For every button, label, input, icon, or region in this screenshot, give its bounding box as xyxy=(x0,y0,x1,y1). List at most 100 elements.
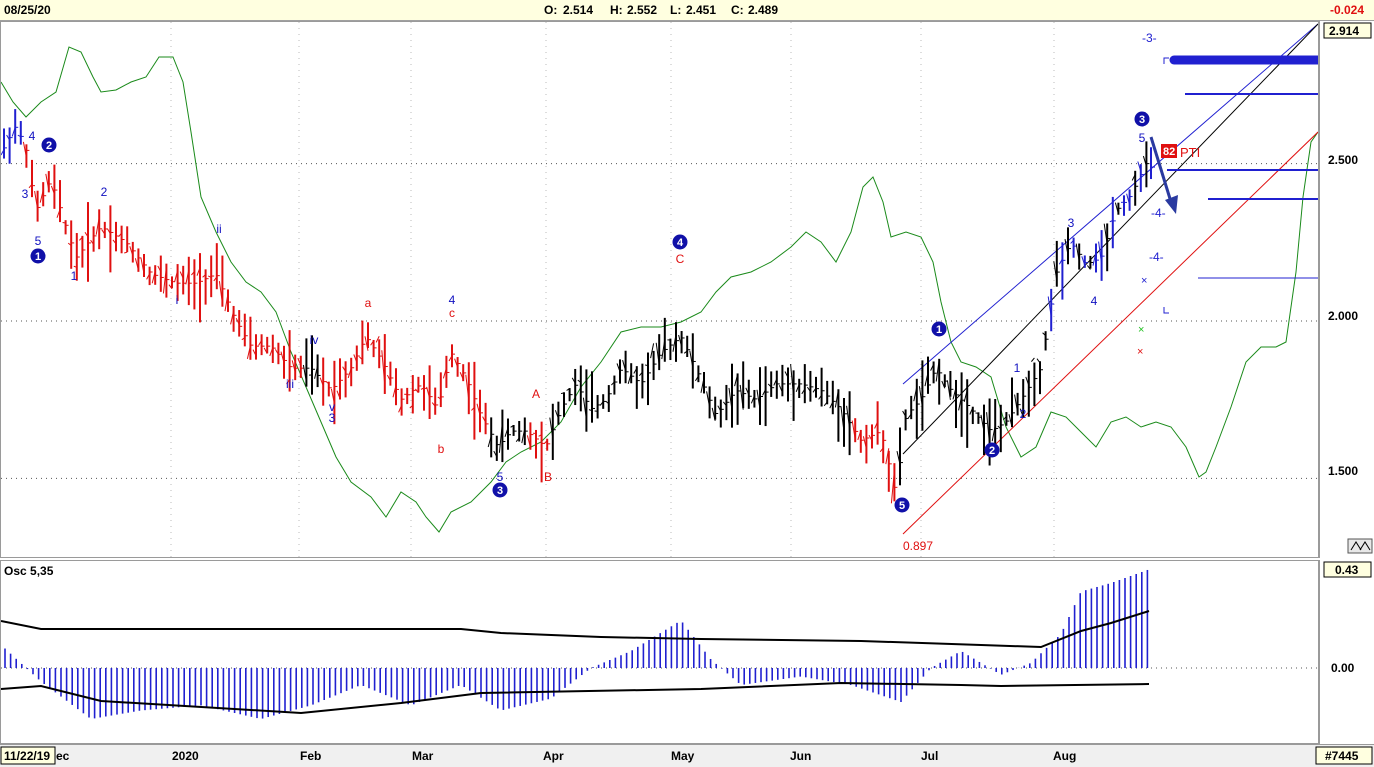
price-bar-open xyxy=(946,380,951,400)
price-tick-2000: 2.000 xyxy=(1328,309,1358,323)
oscillator-histogram xyxy=(4,569,1149,719)
price-bar-open xyxy=(415,388,419,394)
wave-minus4a-label: -4- xyxy=(1151,206,1166,220)
price-bar-open xyxy=(711,407,716,422)
envelope-line xyxy=(1,46,1318,533)
wave-label: 2 xyxy=(101,185,108,199)
month-label: 2020 xyxy=(172,749,199,763)
price-bar-open xyxy=(409,405,414,409)
price-bar-open xyxy=(465,374,470,401)
range-start-box xyxy=(0,746,56,765)
high-label: H: xyxy=(610,3,623,17)
wave-circle xyxy=(672,234,688,250)
price-bar-open xyxy=(958,396,963,411)
price-bar-open xyxy=(1014,394,1019,413)
change-value: -0.024 xyxy=(1330,3,1365,17)
price-bar-open xyxy=(162,267,167,294)
price-bar-open xyxy=(168,284,173,290)
price-bar-open xyxy=(151,271,156,284)
price-bar-open xyxy=(560,392,565,395)
price-bar-open xyxy=(330,388,335,404)
last-price-value: 2.914 xyxy=(1329,24,1359,38)
target-low-label: 0.897 xyxy=(903,539,933,553)
price-bar-open xyxy=(756,389,761,410)
price-bar-open xyxy=(314,365,319,379)
osc-title: Osc 5,35 xyxy=(4,564,54,578)
osc-last-box xyxy=(1323,561,1372,578)
price-bar-open xyxy=(986,412,991,446)
price-bar-open xyxy=(834,389,839,408)
price-panel[interactable]: × × × 4 2 3 5 1 1 2 ii i iv iii v 3 a b c 4 5 3 A B C 4 5 1 2 1 2 3 4… xyxy=(0,21,1319,558)
month-label: Jul xyxy=(921,749,938,763)
price-gridlines xyxy=(1,22,1318,557)
price-bar-open xyxy=(728,387,733,411)
price-bar-open xyxy=(672,334,677,352)
price-bar-open xyxy=(930,364,935,371)
price-bar-open xyxy=(1031,357,1035,362)
oscillator-panel[interactable]: Osc 5,35 xyxy=(0,560,1319,744)
wave-minus4b-label: -4- xyxy=(1149,250,1164,264)
price-bar-open xyxy=(504,427,509,437)
price-bar-open xyxy=(34,191,39,210)
price-bar-open xyxy=(588,409,593,412)
price-bar-open xyxy=(913,386,918,402)
price-bar-open xyxy=(11,127,16,137)
wave-label: iv xyxy=(310,333,319,347)
price-bar-open xyxy=(420,387,425,390)
price-bar-open xyxy=(851,420,856,440)
price-bar-open xyxy=(1092,251,1097,266)
price-bar-open xyxy=(762,389,767,396)
osc-last-value: 0.43 xyxy=(1335,563,1359,577)
price-bar-open xyxy=(1047,296,1052,317)
price-bar-open xyxy=(896,451,901,465)
price-bar-open xyxy=(543,440,548,445)
oscillator-chart[interactable]: Osc 5,35 xyxy=(1,561,1318,743)
price-bar-open xyxy=(1098,241,1103,265)
price-bar-open xyxy=(622,360,627,372)
price-bar-open xyxy=(1086,265,1091,270)
price-bar-open xyxy=(442,367,447,379)
price-bar-open xyxy=(157,265,162,272)
price-bar-open xyxy=(252,349,257,357)
wave-circle xyxy=(931,321,947,337)
price-bar-open xyxy=(980,414,985,432)
price-bar-open xyxy=(22,141,27,158)
price-chart[interactable]: × × × 4235112iiiiviiiv3abc453ABC45121234… xyxy=(1,22,1318,557)
price-bar-open xyxy=(342,366,347,372)
wave-circle xyxy=(41,137,57,153)
price-bar-open xyxy=(790,363,795,398)
price-bar-open xyxy=(846,405,851,429)
price-bar-open xyxy=(291,360,296,373)
price-bar-open xyxy=(627,373,632,384)
price-bar-open xyxy=(17,134,22,138)
price-bar-open xyxy=(538,434,542,437)
price-bar-open xyxy=(1142,155,1147,167)
price-bar-open xyxy=(124,251,128,254)
price-bar-open xyxy=(224,293,229,312)
price-bar-open xyxy=(717,405,722,412)
price-bar-open xyxy=(784,371,789,378)
price-bar-open xyxy=(62,222,66,224)
price-bar-open xyxy=(510,424,514,428)
price-bar-open xyxy=(325,380,330,385)
price-bar-open xyxy=(840,406,845,433)
scale-icon[interactable] xyxy=(1347,538,1373,554)
price-bar-open xyxy=(655,342,660,365)
price-bar-open xyxy=(79,236,83,241)
price-bar-open xyxy=(112,239,117,245)
price-bar-open xyxy=(678,334,683,347)
wave-label-circled: 4 xyxy=(677,237,684,249)
price-bar-open xyxy=(258,340,263,346)
price-bar-open xyxy=(778,385,783,393)
price-bar-open xyxy=(1019,408,1024,418)
price-bar-open xyxy=(185,269,190,285)
low-label: L: xyxy=(670,3,682,17)
date-axis: 11/22/19 ec 2020 Feb Mar Apr May Jun Jul Aug #7… xyxy=(0,744,1374,767)
wave-label: 3 xyxy=(329,411,336,425)
price-bar-open xyxy=(174,270,179,283)
osc-axis: 0.43 0.00 xyxy=(1319,560,1374,744)
price-bar-open xyxy=(683,350,688,354)
price-bar-open xyxy=(1,149,5,156)
channel-middle-line xyxy=(902,23,1318,455)
